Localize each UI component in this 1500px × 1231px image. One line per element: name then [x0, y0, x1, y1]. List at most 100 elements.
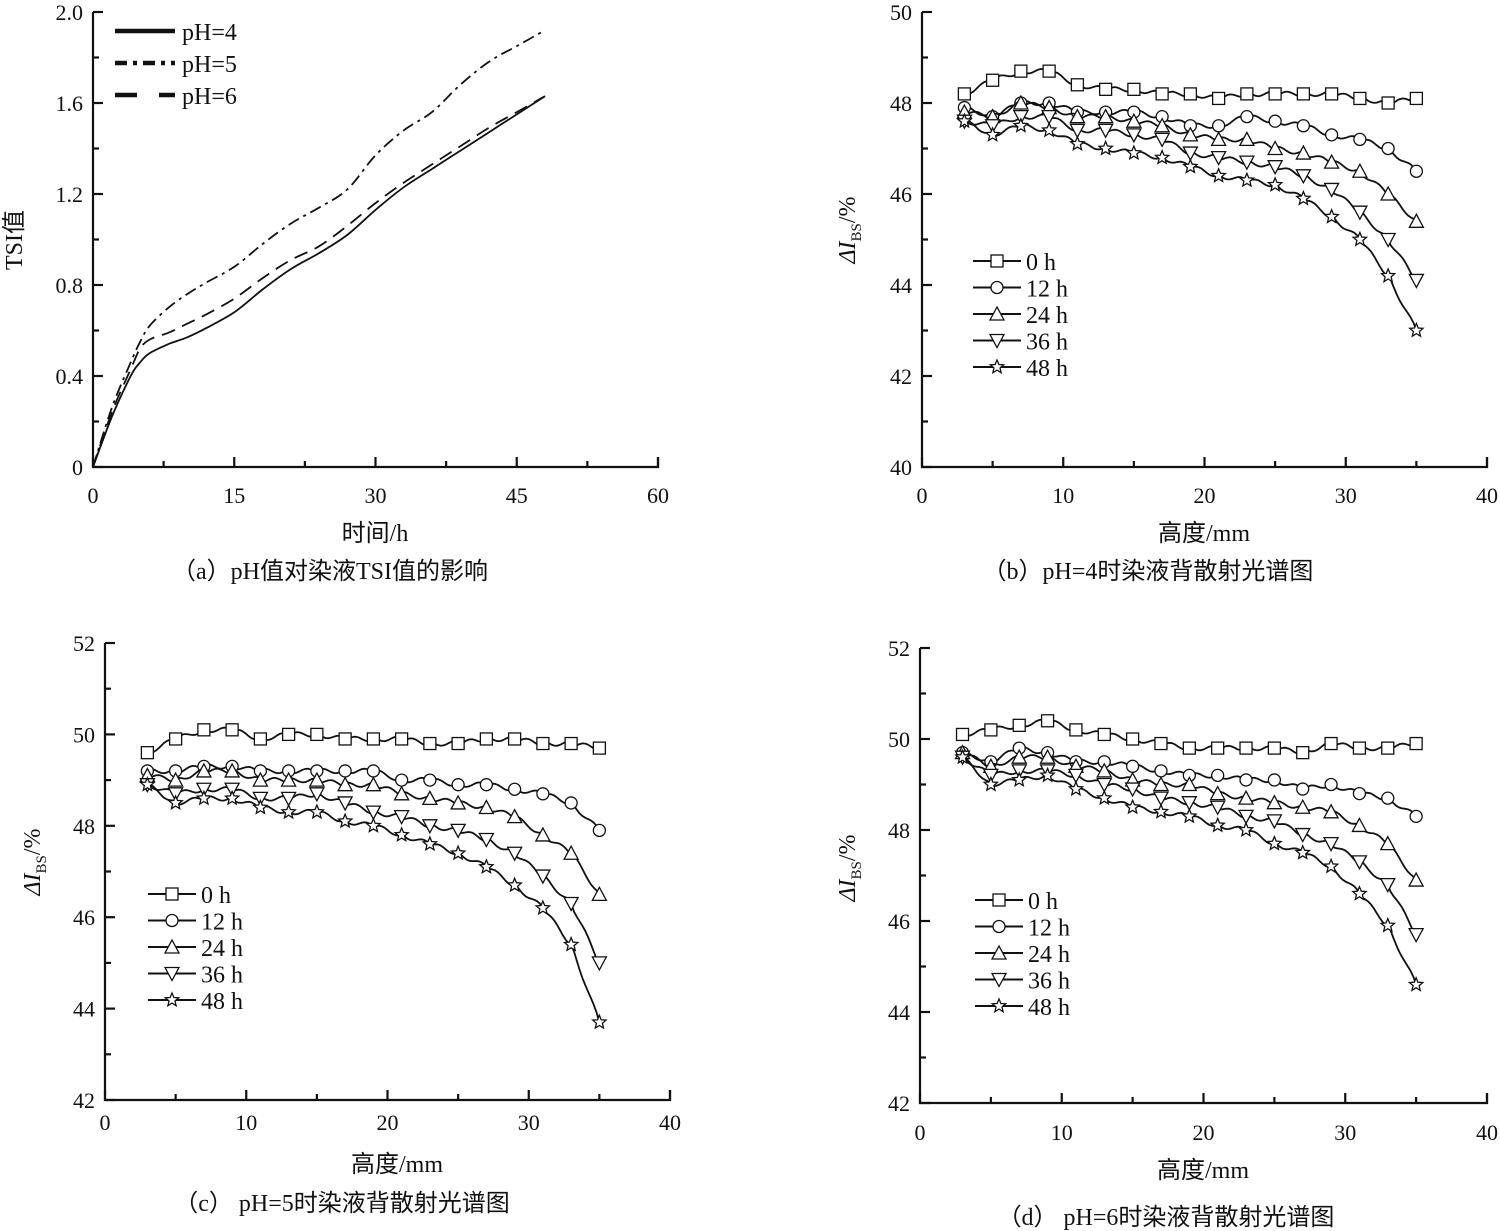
data-point-star	[1069, 135, 1086, 151]
legend-label: 36 h	[1026, 330, 1068, 356]
series-line	[92, 95, 546, 468]
data-point-triangle-down	[563, 896, 580, 912]
data-point-triangle-down	[1379, 877, 1396, 893]
data-point-triangle-up	[252, 771, 269, 787]
series-12-h	[140, 759, 607, 838]
data-point-square	[1240, 87, 1254, 101]
legend-marker-square	[992, 893, 1006, 907]
data-point-square	[197, 723, 211, 737]
y-tick-label: 1.6	[56, 91, 84, 116]
data-point-star	[1067, 780, 1085, 797]
legend-label: pH=5	[182, 52, 237, 78]
data-point-triangle-up	[1238, 131, 1255, 147]
data-point-circle	[1211, 768, 1225, 783]
y-tick-label: 0.8	[56, 273, 84, 298]
data-point-triangle-up	[1097, 108, 1114, 124]
data-point-square	[984, 723, 998, 737]
data-point-circle	[423, 773, 437, 787]
data-point-triangle-up	[1210, 131, 1227, 147]
data-point-square	[955, 727, 970, 742]
x-tick-label: 0	[917, 483, 928, 508]
data-point-star	[1294, 844, 1312, 860]
data-point-triangle-down	[1097, 123, 1114, 139]
legend-label: 36 h	[201, 963, 243, 989]
data-point-star	[280, 803, 297, 820]
data-point-triangle-down	[1238, 155, 1255, 171]
data-point-star	[252, 798, 269, 815]
data-point-circle	[451, 778, 465, 792]
legend: 0 h12 h24 h36 h48 h	[973, 250, 1068, 382]
data-point-triangle-up	[478, 799, 495, 815]
data-point-square	[1097, 727, 1111, 742]
y-tick-label: 2.0	[56, 0, 84, 25]
data-point-square	[1353, 91, 1367, 106]
series-36-h	[956, 110, 1425, 289]
data-point-triangle-up	[393, 785, 410, 801]
data-point-circle	[1154, 764, 1168, 778]
panel-caption: （c） pH=5时染液背散射光谱图	[174, 1190, 510, 1217]
data-point-triangle-up	[1154, 117, 1171, 133]
data-point-square	[1069, 723, 1083, 737]
data-point-triangle-up	[1209, 785, 1226, 801]
data-point-star	[591, 1013, 608, 1030]
data-point-triangle-down	[1267, 160, 1284, 176]
x-tick-label: 30	[1335, 483, 1357, 508]
x-tick-label: 20	[1194, 483, 1216, 508]
data-point-star	[308, 803, 326, 820]
data-point-triangle-up	[1012, 94, 1029, 110]
data-point-triangle-up	[337, 776, 354, 792]
data-point-square	[253, 732, 268, 746]
data-point-circle	[564, 796, 578, 810]
data-point-triangle-up	[563, 844, 580, 860]
axes-frame	[103, 643, 672, 1102]
data-point-triangle-down	[252, 791, 269, 807]
data-point-triangle-down	[1209, 800, 1226, 816]
data-point-circle	[1125, 759, 1140, 773]
data-point-square	[985, 73, 1000, 87]
series-ph-5	[92, 29, 546, 468]
data-point-star	[1351, 230, 1369, 247]
data-point-triangle-up	[195, 762, 212, 778]
data-point-triangle-up	[1294, 798, 1311, 814]
data-point-circle	[1409, 809, 1423, 823]
y-tick-label: 50	[888, 727, 910, 752]
y-tick-label: 48	[888, 818, 910, 843]
data-point-circle	[479, 778, 494, 792]
legend-label: 24 h	[1028, 942, 1070, 968]
data-point-square	[168, 732, 183, 746]
data-point-square	[310, 727, 324, 742]
data-point-triangle-up	[1181, 776, 1198, 792]
data-point-square	[1125, 732, 1140, 746]
data-point-triangle-down	[1125, 128, 1142, 144]
data-point-square	[1381, 96, 1395, 110]
data-point-square	[225, 723, 239, 737]
data-point-circle	[536, 787, 550, 801]
data-point-triangle-down	[1408, 273, 1425, 289]
data-point-circle	[1296, 119, 1311, 133]
data-point-square	[1268, 87, 1282, 101]
data-point-square	[1296, 87, 1311, 101]
y-tick-label: 50	[73, 722, 95, 747]
legend-marker-square	[990, 254, 1004, 268]
data-point-triangle-down	[1124, 782, 1141, 798]
series-24-h	[956, 94, 1425, 228]
x-tick-label: 30	[365, 483, 387, 508]
data-point-triangle-down	[1295, 169, 1312, 185]
legend-marker-circle	[992, 919, 1006, 934]
data-point-square	[1127, 82, 1141, 96]
data-point-triangle-down	[591, 956, 608, 972]
data-point-triangle-up	[1351, 817, 1368, 833]
data-point-star	[1124, 798, 1141, 815]
legend-marker-star	[990, 997, 1008, 1014]
panel-caption: （d） pH=6时染液背散射光谱图	[998, 1204, 1335, 1231]
y-tick-label: 48	[890, 91, 912, 116]
x-tick-label: 60	[647, 483, 669, 508]
data-point-triangle-up	[421, 790, 438, 806]
data-point-triangle-down	[1408, 928, 1425, 944]
data-point-square	[1267, 741, 1282, 755]
x-axis-title: 高度/mm	[351, 1151, 443, 1178]
data-point-star	[1266, 834, 1283, 851]
x-tick-label: 45	[506, 483, 528, 508]
data-point-square	[1154, 736, 1168, 751]
